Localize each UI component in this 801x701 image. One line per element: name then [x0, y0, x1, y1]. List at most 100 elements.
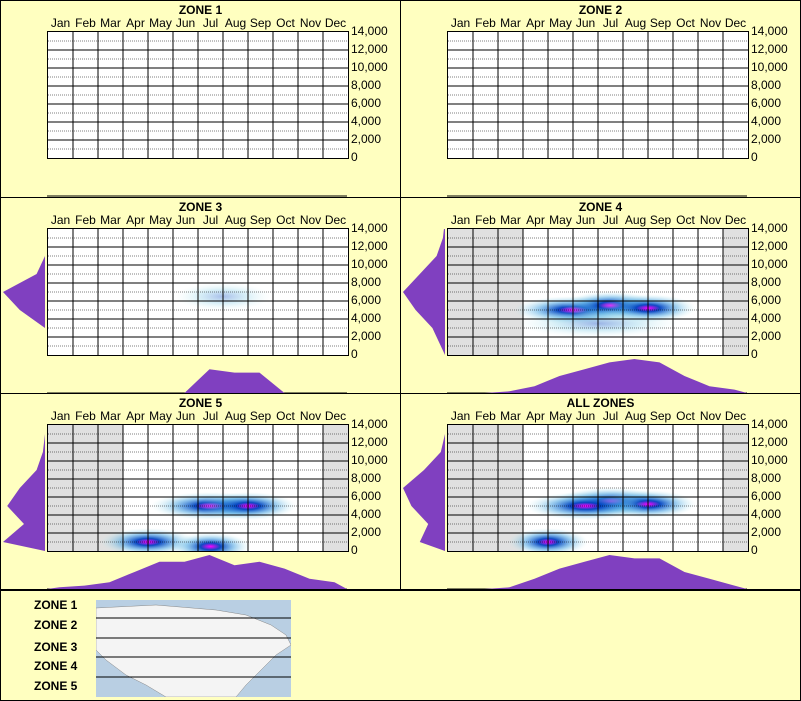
us-map-graphic: [96, 604, 291, 697]
month-label-jun: Jun: [575, 16, 596, 30]
month-label-sep: Sep: [249, 16, 272, 30]
month-label-apr: Apr: [526, 213, 545, 227]
chart-panel-4: ZONE 4 Jan Feb Mar Apr May Jun Jul Aug Sep Oct Nov D…: [400, 197, 801, 394]
y-tick-label: 0: [351, 543, 358, 557]
y-tick-label: 2,000: [351, 132, 382, 146]
month-density-svg: [47, 369, 347, 393]
shaded-month-dec: [323, 425, 348, 551]
month-label-dec: Dec: [724, 409, 747, 423]
elevation-density-svg: [403, 425, 445, 551]
month-label-aug: Aug: [224, 409, 247, 423]
month-label-aug: Aug: [624, 16, 647, 30]
month-label-sep: Sep: [249, 213, 272, 227]
heat-hotspot: [525, 492, 646, 520]
month-label-mar: Mar: [100, 409, 121, 423]
month-label-jun: Jun: [175, 409, 196, 423]
month-label-feb: Feb: [475, 409, 496, 423]
chart-title: ZONE 4: [578, 200, 623, 214]
elevation-density-svg: [403, 229, 445, 355]
month-label-jul: Jul: [602, 16, 619, 30]
month-density-svg: [47, 195, 347, 197]
month-label-feb: Feb: [75, 213, 96, 227]
y-tick-label: 10,000: [351, 453, 388, 467]
y-tick-label: 10,000: [751, 453, 788, 467]
legend-zone-2-label: ZONE 2: [34, 618, 78, 632]
heatmap-plot-area: [447, 228, 749, 356]
month-label-sep: Sep: [649, 16, 672, 30]
chart-panel-5: ZONE 5 Jan Feb Mar Apr May Jun Jul Aug Sep Oct Nov D…: [0, 393, 401, 590]
month-label-sep: Sep: [249, 409, 272, 423]
chart-title: ZONE 5: [178, 396, 223, 410]
shaded-month-dec: [723, 229, 748, 355]
y-tick-label: 6,000: [351, 96, 382, 110]
month-label-jul: Jul: [202, 409, 219, 423]
elevation-density-curve: [403, 229, 445, 355]
month-label-dec: Dec: [324, 409, 347, 423]
month-label-nov: Nov: [299, 409, 322, 423]
month-label-oct: Oct: [676, 16, 695, 30]
month-label-mar: Mar: [500, 409, 521, 423]
month-label-aug: Aug: [224, 213, 247, 227]
y-tick-label: 2,000: [751, 132, 782, 146]
month-label-nov: Nov: [699, 213, 722, 227]
us-land-shape: [96, 604, 291, 697]
month-label-aug: Aug: [624, 213, 647, 227]
heatmap-svg: [448, 32, 748, 158]
month-label-nov: Nov: [699, 16, 722, 30]
month-label-sep: Sep: [649, 409, 672, 423]
y-tick-label: 6,000: [751, 489, 782, 503]
y-tick-label: 8,000: [351, 78, 382, 92]
month-label-dec: Dec: [724, 213, 747, 227]
month-label-may: May: [549, 16, 572, 30]
y-tick-label: 6,000: [351, 489, 382, 503]
us-zone-map: [96, 600, 291, 697]
month-label-dec: Dec: [324, 213, 347, 227]
month-label-feb: Feb: [475, 213, 496, 227]
chart-title: ALL ZONES: [566, 396, 635, 410]
heatmap-plot-area: [447, 31, 749, 159]
month-label-jul: Jul: [602, 213, 619, 227]
chart-title: ZONE 1: [178, 3, 223, 17]
legend-zone-3-label: ZONE 3: [34, 640, 78, 654]
heatmap-svg: [48, 229, 348, 355]
chart-panel-3: ZONE 3 Jan Feb Mar Apr May Jun Jul Aug Sep Oct Nov D…: [0, 197, 401, 394]
month-label-mar: Mar: [100, 16, 121, 30]
y-tick-label: 14,000: [751, 417, 788, 431]
month-label-may: May: [149, 409, 172, 423]
legend-zone-5-label: ZONE 5: [34, 679, 78, 693]
y-tick-label: 4,000: [351, 507, 382, 521]
month-label-jan: Jan: [450, 16, 471, 30]
month-label-feb: Feb: [75, 16, 96, 30]
legend-zone-1-label: ZONE 1: [34, 598, 78, 612]
y-tick-label: 14,000: [751, 221, 788, 235]
heatmap-svg: [48, 32, 348, 158]
y-tick-label: 10,000: [751, 257, 788, 271]
y-tick-label: 8,000: [751, 78, 782, 92]
month-label-jul: Jul: [202, 213, 219, 227]
y-tick-label: 12,000: [351, 435, 388, 449]
month-label-apr: Apr: [526, 16, 545, 30]
month-density-curve: [47, 369, 347, 393]
y-tick-label: 8,000: [751, 275, 782, 289]
heatmap-svg: [448, 229, 748, 355]
month-label-sep: Sep: [649, 213, 672, 227]
heatmap-plot-area: [47, 228, 349, 356]
y-tick-label: 10,000: [351, 60, 388, 74]
month-label-mar: Mar: [100, 213, 121, 227]
month-density-svg: [447, 555, 747, 589]
month-label-apr: Apr: [126, 409, 145, 423]
elevation-density-svg: [3, 425, 45, 551]
chart-title: ZONE 3: [178, 200, 223, 214]
month-label-dec: Dec: [724, 16, 747, 30]
y-tick-label: 4,000: [751, 114, 782, 128]
shaded-month-feb: [73, 425, 98, 551]
y-tick-label: 8,000: [351, 275, 382, 289]
month-density-svg: [447, 359, 747, 393]
y-tick-label: 14,000: [351, 417, 388, 431]
y-tick-label: 6,000: [351, 293, 382, 307]
month-label-oct: Oct: [276, 16, 295, 30]
month-label-mar: Mar: [500, 16, 521, 30]
heatmap-plot-area: [447, 424, 749, 552]
shaded-month-feb: [473, 425, 498, 551]
y-tick-label: 0: [751, 347, 758, 361]
